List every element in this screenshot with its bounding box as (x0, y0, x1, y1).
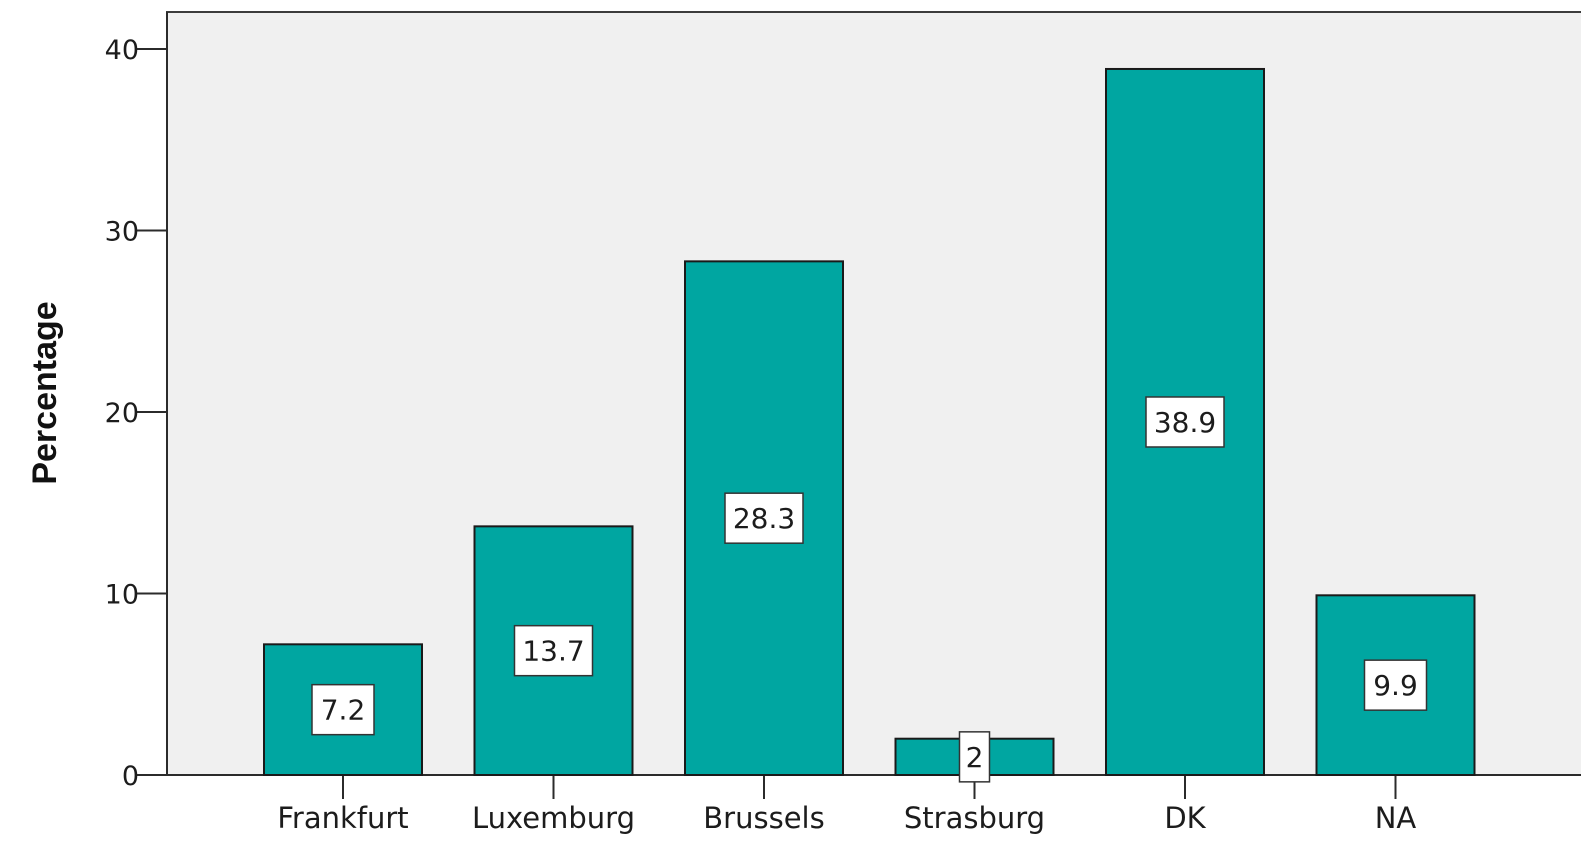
x-tick-label-na: NA (1375, 801, 1417, 835)
data-label-brussels: 28.3 (724, 492, 804, 544)
data-label-box (311, 683, 375, 736)
data-label-box (958, 731, 991, 783)
y-tick-label: 40 (105, 35, 139, 66)
data-label-strasburg: 2 (958, 731, 991, 783)
data-label-text: 28.3 (733, 502, 795, 535)
y-tick-label: 30 (105, 217, 139, 248)
data-label-frankfurt: 7.2 (311, 683, 375, 736)
y-tick-label: 0 (122, 761, 139, 792)
data-label-text: 13.7 (522, 635, 584, 668)
y-axis-title: Percentage (26, 301, 64, 484)
x-tick-label-brussels: Brussels (703, 801, 824, 835)
data-label-dk: 38.9 (1145, 396, 1225, 448)
x-tick-label-strasburg: Strasburg (904, 801, 1045, 835)
x-tick-label-dk: DK (1164, 801, 1206, 835)
data-labels-group: 7.2 13.7 28.3 2 38.9 9.9 (311, 396, 1428, 783)
x-axis: Frankfurt Luxemburg Brussels Strasburg DK NA (167, 774, 1581, 835)
data-label-luxemburg: 13.7 (513, 624, 594, 677)
data-label-box (724, 492, 804, 544)
y-axis: 0 10 20 30 40 (105, 12, 168, 792)
y-tick-label: 10 (105, 580, 139, 611)
data-label-box (1363, 659, 1428, 711)
y-tick-label: 20 (105, 398, 139, 429)
data-label-text: 38.9 (1154, 406, 1216, 439)
data-label-text: 9.9 (1373, 669, 1418, 702)
data-label-box (1145, 396, 1225, 448)
x-tick-label-luxemburg: Luxemburg (472, 801, 635, 835)
data-label-text: 7.2 (321, 694, 366, 727)
data-label-na: 9.9 (1363, 659, 1428, 711)
data-label-box (513, 624, 594, 677)
data-label-text: 2 (966, 741, 984, 774)
x-tick-label-frankfurt: Frankfurt (277, 801, 408, 835)
